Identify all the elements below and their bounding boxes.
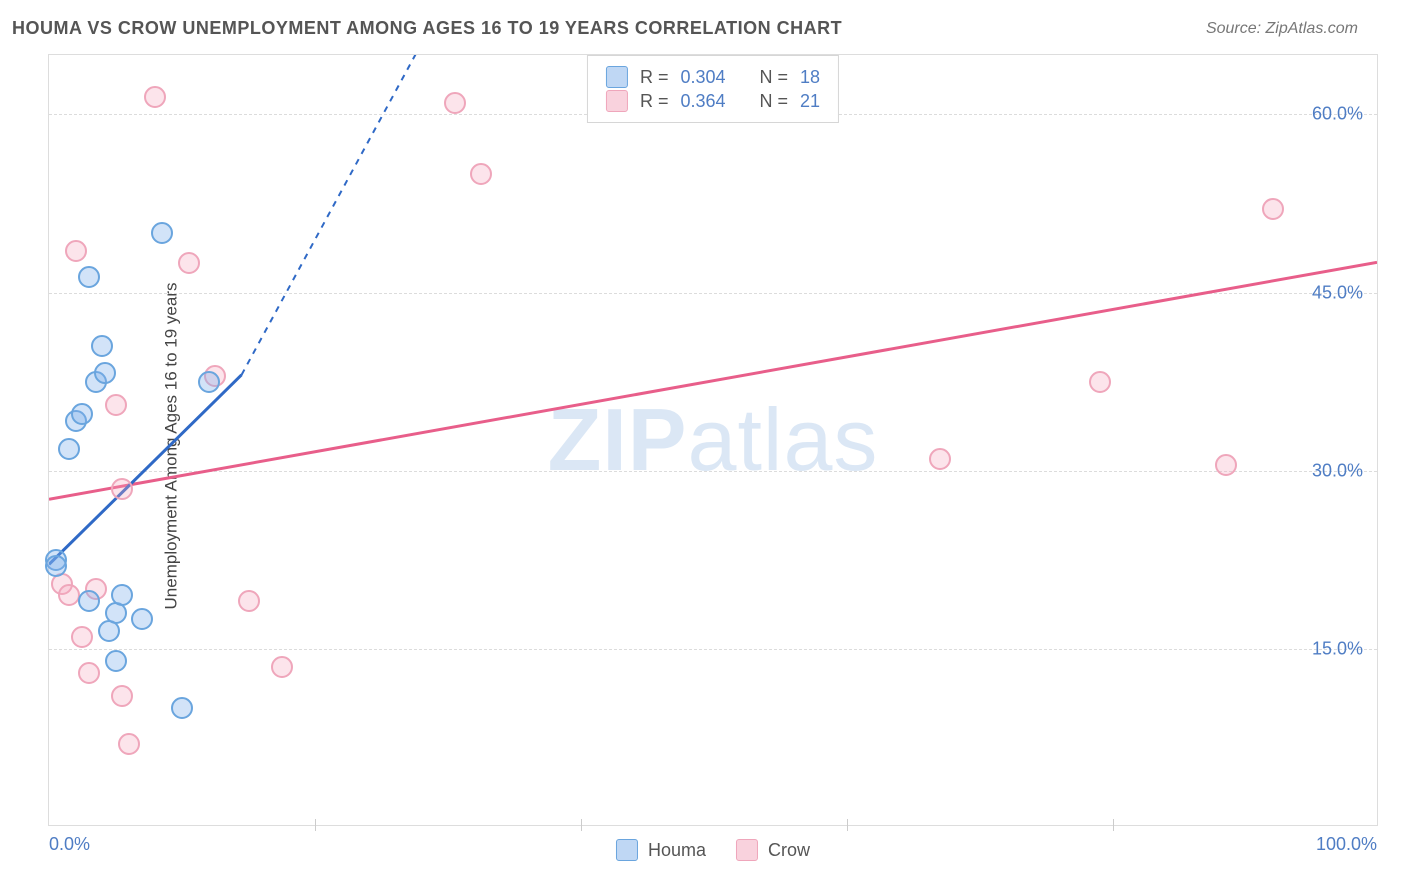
x-tick <box>847 819 848 831</box>
data-point-crow <box>444 92 466 114</box>
gridline <box>49 649 1377 650</box>
swatch-houma <box>606 66 628 88</box>
data-point-houma <box>151 222 173 244</box>
x-tick <box>315 819 316 831</box>
data-point-crow <box>1262 198 1284 220</box>
trendline <box>242 55 448 375</box>
gridline <box>49 293 1377 294</box>
legend-row-crow: R = 0.364 N = 21 <box>606 90 820 112</box>
data-point-crow <box>144 86 166 108</box>
data-point-crow <box>929 448 951 470</box>
data-point-houma <box>78 266 100 288</box>
data-point-houma <box>58 438 80 460</box>
data-point-houma <box>71 403 93 425</box>
data-point-crow <box>1215 454 1237 476</box>
data-point-crow <box>105 394 127 416</box>
series-legend: Houma Crow <box>616 839 810 861</box>
data-point-houma <box>105 650 127 672</box>
x-tick <box>581 819 582 831</box>
data-point-houma <box>94 362 116 384</box>
data-point-crow <box>65 240 87 262</box>
y-tick-label: 30.0% <box>1312 460 1363 481</box>
data-point-crow <box>58 584 80 606</box>
data-point-crow <box>111 685 133 707</box>
trendlines-layer <box>49 55 1377 825</box>
data-point-houma <box>171 697 193 719</box>
data-point-crow <box>111 478 133 500</box>
legend-n-label: N = <box>760 91 789 112</box>
plot-area: ZIPatlas 15.0% 30.0% 45.0% 60.0% R = 0.304 … <box>48 54 1378 826</box>
legend-row-houma: R = 0.304 N = 18 <box>606 66 820 88</box>
data-point-houma <box>91 335 113 357</box>
data-point-crow <box>271 656 293 678</box>
y-tick-label: 45.0% <box>1312 282 1363 303</box>
source-attribution: Source: ZipAtlas.com <box>1206 20 1358 38</box>
y-tick-label: 60.0% <box>1312 104 1363 125</box>
data-point-crow <box>238 590 260 612</box>
data-point-crow <box>178 252 200 274</box>
data-point-houma <box>198 371 220 393</box>
legend-r-value-crow: 0.364 <box>680 91 725 112</box>
swatch-crow <box>606 90 628 112</box>
legend-r-label: R = <box>640 91 669 112</box>
data-point-houma <box>131 608 153 630</box>
watermark: ZIPatlas <box>548 389 879 491</box>
legend-label-houma: Houma <box>648 840 706 861</box>
data-point-houma <box>111 584 133 606</box>
swatch-crow-icon <box>736 839 758 861</box>
legend-n-value-houma: 18 <box>800 67 820 88</box>
data-point-houma <box>78 590 100 612</box>
data-point-crow <box>78 662 100 684</box>
data-point-crow <box>470 163 492 185</box>
gridline <box>49 471 1377 472</box>
y-tick-label: 15.0% <box>1312 638 1363 659</box>
data-point-crow <box>118 733 140 755</box>
chart-title: HOUMA VS CROW UNEMPLOYMENT AMONG AGES 16… <box>12 18 842 39</box>
legend-n-value-crow: 21 <box>800 91 820 112</box>
correlation-legend: R = 0.304 N = 18 R = 0.364 N = 21 <box>587 55 839 123</box>
legend-item-crow: Crow <box>736 839 810 861</box>
legend-n-label: N = <box>760 67 789 88</box>
swatch-houma-icon <box>616 839 638 861</box>
x-tick <box>1113 819 1114 831</box>
legend-item-houma: Houma <box>616 839 706 861</box>
data-point-crow <box>71 626 93 648</box>
legend-r-value-houma: 0.304 <box>680 67 725 88</box>
x-tick-min: 0.0% <box>49 834 90 855</box>
legend-label-crow: Crow <box>768 840 810 861</box>
x-tick-max: 100.0% <box>1316 834 1377 855</box>
data-point-houma <box>45 555 67 577</box>
trendline <box>49 262 1377 499</box>
legend-r-label: R = <box>640 67 669 88</box>
data-point-crow <box>1089 371 1111 393</box>
